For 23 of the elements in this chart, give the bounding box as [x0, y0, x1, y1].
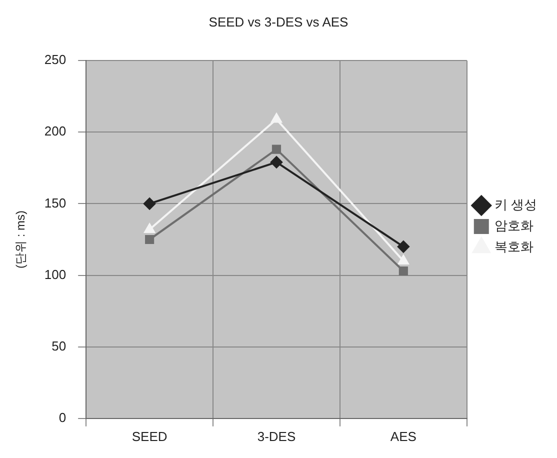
y-tick-label: 100: [44, 266, 66, 282]
y-tick-label: 150: [44, 195, 66, 210]
y-tick-label: 250: [44, 52, 66, 68]
legend-label: 키 생성: [494, 197, 538, 212]
legend-label: 암호화: [494, 218, 534, 234]
chart-title: SEED vs 3-DES vs AES: [208, 14, 349, 30]
point: [144, 198, 156, 210]
point: [270, 156, 282, 168]
legend-label: 복호화: [494, 239, 534, 254]
y-tick-label: 50: [52, 338, 66, 354]
point: [398, 254, 409, 264]
y-axis-title: (단위 : ms): [14, 210, 28, 268]
x-tick-label: SEED: [132, 428, 168, 444]
point: [144, 223, 155, 233]
point: [272, 144, 282, 154]
y-tick-label: 0: [58, 410, 66, 425]
x-tick-label: AES: [390, 428, 417, 444]
point: [145, 234, 154, 244]
y-tick-label: 200: [44, 124, 66, 139]
point: [397, 240, 410, 253]
x-tick-label: 3-DES: [257, 428, 296, 444]
point: [398, 266, 408, 276]
point: [271, 113, 282, 123]
